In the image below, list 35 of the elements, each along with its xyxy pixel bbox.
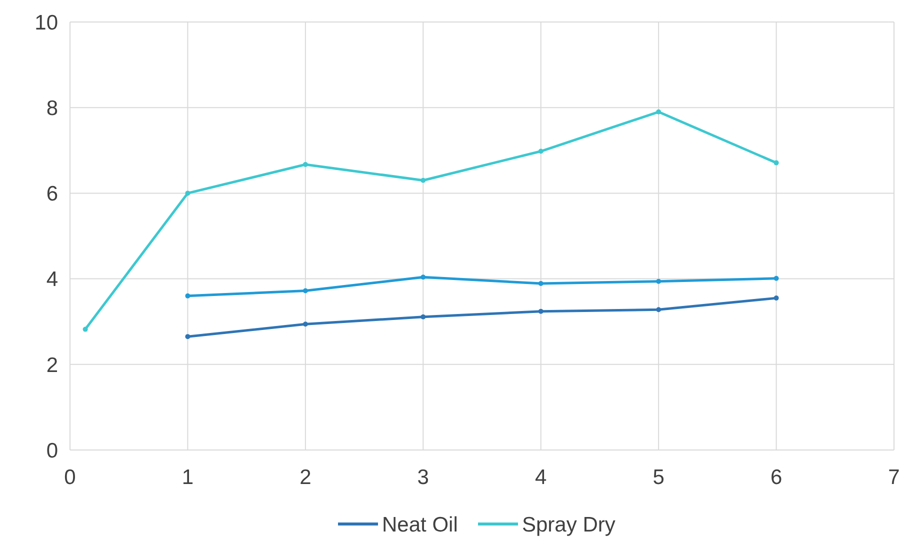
x-tick-label: 6 <box>770 466 782 489</box>
point <box>538 148 544 154</box>
x-tick-label: 0 <box>64 466 76 489</box>
y-tick-label: 6 <box>46 182 58 206</box>
point <box>774 276 779 281</box>
point <box>420 274 426 280</box>
point <box>420 314 426 320</box>
point <box>185 334 190 340</box>
y-tick-label: 10 <box>34 11 58 34</box>
point <box>538 308 544 314</box>
point <box>538 281 544 286</box>
point <box>420 178 426 183</box>
legend-label: Neat Oil <box>382 513 458 536</box>
point <box>656 307 662 312</box>
point <box>302 322 308 327</box>
point <box>774 160 779 166</box>
point <box>656 278 662 284</box>
point <box>302 288 308 294</box>
y-tick-label: 0 <box>46 439 58 462</box>
y-tick-label: 4 <box>46 268 58 292</box>
legend-label: Spray Dry <box>522 513 616 536</box>
x-tick-label: 1 <box>182 466 194 489</box>
y-tick-label: 8 <box>46 96 58 120</box>
x-tick-label: 2 <box>300 466 312 489</box>
point <box>185 293 190 298</box>
x-tick-label: 4 <box>535 466 548 489</box>
point <box>185 190 190 196</box>
x-tick-label: 3 <box>417 466 429 489</box>
point <box>656 109 662 114</box>
point <box>302 162 308 168</box>
point <box>774 296 779 301</box>
x-tick-label: 7 <box>888 466 900 489</box>
x-tick-label: 5 <box>652 466 664 489</box>
y-tick-label: 2 <box>46 354 58 377</box>
point <box>82 326 88 332</box>
